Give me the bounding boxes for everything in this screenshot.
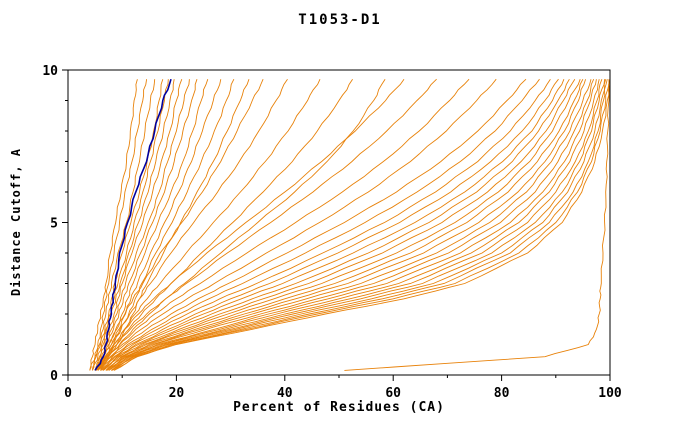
highlighted-model-curve (94, 78, 172, 371)
x-tick-label: 0 (64, 386, 72, 401)
x-tick-label: 80 (494, 386, 510, 401)
model-curve (113, 79, 611, 371)
plot-frame (67, 69, 611, 376)
y-tick-label: 0 (50, 369, 58, 384)
model-curve (111, 79, 607, 371)
x-tick-label: 100 (598, 386, 622, 401)
model-curve (108, 79, 597, 371)
model-curve (111, 79, 603, 371)
model-curve (102, 78, 576, 371)
x-tick-label: 60 (385, 386, 401, 401)
model-curve (105, 78, 584, 371)
model-curve (100, 79, 250, 371)
model-curve (94, 79, 175, 371)
model-curve (89, 79, 148, 371)
x-tick-label: 40 (277, 386, 293, 401)
model-curve (108, 79, 595, 371)
model-curve (89, 79, 138, 371)
model-curve (102, 78, 570, 371)
model-curve (106, 79, 592, 371)
model-curve (100, 78, 235, 371)
y-tick-label: 5 (50, 217, 58, 232)
model-curve (97, 79, 209, 371)
x-axis-label: Percent of Residues (CA) (233, 400, 445, 415)
model-curve (97, 78, 470, 371)
model-curve (108, 79, 600, 371)
model-curve (94, 79, 264, 371)
model-curve (97, 78, 527, 371)
model-curve (100, 78, 540, 371)
chart-title: T1053-D1 (298, 12, 382, 28)
model-curve (112, 79, 608, 371)
x-tick-label: 20 (169, 386, 185, 401)
model-curve (113, 79, 610, 371)
model-curve (101, 78, 559, 371)
model-curve (105, 79, 587, 371)
model-curve (94, 78, 405, 371)
model-curve (91, 79, 169, 371)
model-curve (102, 79, 565, 371)
model-curve (105, 79, 581, 371)
model-curve (97, 79, 222, 371)
model-curve (97, 78, 386, 371)
model-curve (97, 78, 497, 371)
y-tick-label: 10 (42, 64, 58, 79)
model-curve (94, 78, 288, 371)
model-curve (100, 78, 551, 371)
model-curve (95, 79, 198, 371)
model-curve (94, 79, 183, 371)
model-curve (95, 78, 437, 371)
model-curve (344, 79, 611, 371)
model-curve (111, 79, 606, 371)
